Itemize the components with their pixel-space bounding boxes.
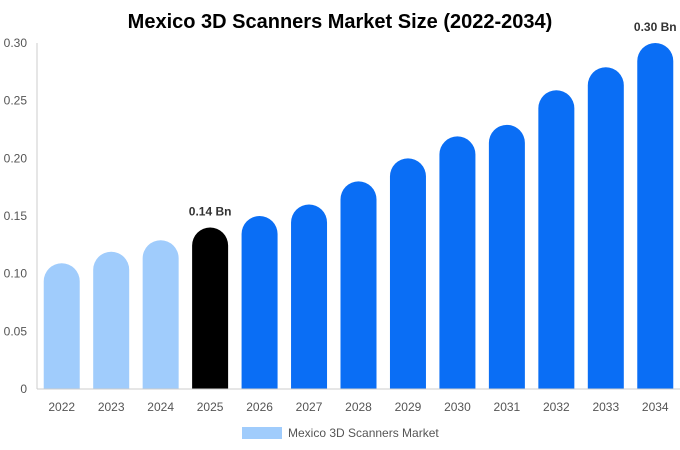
bar-2034 bbox=[637, 43, 674, 389]
legend-swatch bbox=[242, 427, 282, 439]
x-tick-label: 2033 bbox=[592, 400, 619, 414]
bar-2029 bbox=[389, 158, 426, 389]
y-tick-label: 0 bbox=[20, 382, 27, 396]
x-tick-label: 2029 bbox=[395, 400, 422, 414]
y-tick-label: 0.20 bbox=[4, 151, 28, 165]
y-tick-label: 0.30 bbox=[4, 36, 28, 50]
x-tick-label: 2028 bbox=[345, 400, 372, 414]
y-tick-label: 0.25 bbox=[4, 94, 28, 108]
legend-label: Mexico 3D Scanners Market bbox=[288, 426, 439, 440]
x-tick-label: 2027 bbox=[296, 400, 323, 414]
data-label-2034: 0.30 Bn bbox=[634, 20, 677, 34]
bar-2022 bbox=[43, 263, 80, 389]
x-tick-label: 2031 bbox=[494, 400, 521, 414]
y-tick-label: 0.10 bbox=[4, 267, 28, 281]
y-axis: 0 0.05 0.10 0.15 0.20 0.25 0.30 bbox=[4, 36, 38, 396]
x-tick-label: 2030 bbox=[444, 400, 471, 414]
x-tick-label: 2032 bbox=[543, 400, 570, 414]
legend: Mexico 3D Scanners Market bbox=[242, 426, 439, 440]
bar-2027 bbox=[291, 204, 328, 389]
bar-2025 bbox=[192, 227, 229, 389]
bar-2026 bbox=[241, 216, 278, 389]
x-tick-label: 2022 bbox=[48, 400, 75, 414]
bar-2031 bbox=[488, 124, 525, 389]
bar-2023 bbox=[93, 251, 130, 389]
x-tick-label: 2023 bbox=[98, 400, 125, 414]
bar-2033 bbox=[587, 67, 624, 389]
bar-2028 bbox=[340, 181, 377, 389]
x-axis: 2022 2023 2024 2025 2026 2027 2028 2029 2030 2031… bbox=[37, 388, 680, 414]
x-tick-label: 2026 bbox=[246, 400, 273, 414]
x-tick-label: 2025 bbox=[197, 400, 224, 414]
x-tick-label: 2034 bbox=[642, 400, 669, 414]
bar-2032 bbox=[538, 90, 575, 389]
x-tick-label: 2024 bbox=[147, 400, 174, 414]
bars bbox=[43, 43, 674, 389]
y-tick-label: 0.15 bbox=[4, 209, 28, 223]
y-tick-label: 0.05 bbox=[4, 324, 28, 338]
data-labels: 0.14 Bn 0.30 Bn bbox=[189, 20, 677, 219]
bar-2024 bbox=[142, 240, 179, 389]
chart-title: Mexico 3D Scanners Market Size (2022-203… bbox=[128, 11, 553, 33]
data-label-2025: 0.14 Bn bbox=[189, 205, 232, 219]
bar-2030 bbox=[439, 136, 476, 389]
